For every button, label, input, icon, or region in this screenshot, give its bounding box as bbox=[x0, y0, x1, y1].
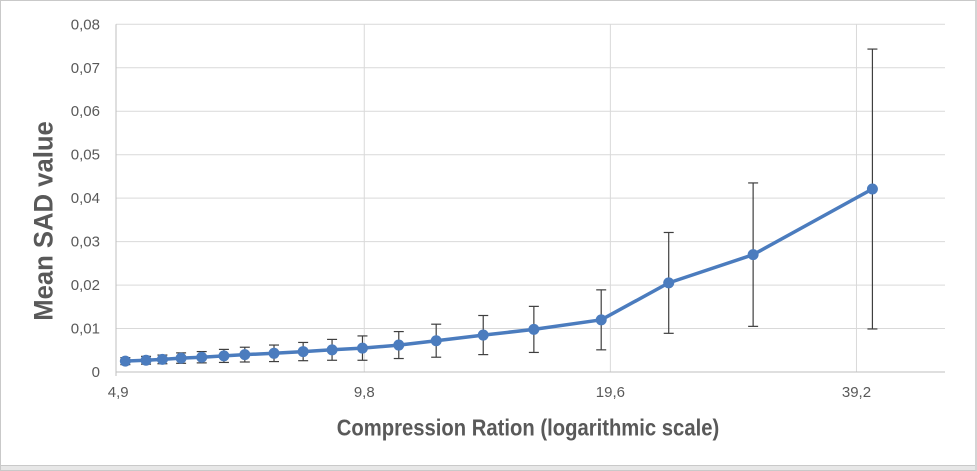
data-point-marker bbox=[663, 277, 675, 289]
data-point-marker bbox=[297, 346, 309, 358]
data-point-marker bbox=[119, 355, 131, 367]
data-point-marker bbox=[218, 350, 230, 362]
data-point-marker bbox=[866, 183, 878, 195]
data-point-marker bbox=[528, 323, 540, 335]
window-edge bbox=[1, 465, 975, 470]
y-axis-tick-label: 0 bbox=[92, 364, 100, 381]
data-point-marker bbox=[747, 249, 759, 261]
y-axis-tick-label: 0,01 bbox=[71, 321, 100, 338]
data-point-marker bbox=[140, 354, 152, 366]
data-point-marker bbox=[268, 347, 280, 359]
data-point-marker bbox=[326, 344, 338, 356]
plot-area: 0 0,01 0,02 0,03 0,04 0,05 0,06 0,07 0,08 4,9 9,8 1… bbox=[71, 16, 945, 401]
y-axis-tick-label: 0,08 bbox=[71, 16, 100, 33]
data-point-marker bbox=[595, 314, 607, 326]
data-point-marker bbox=[356, 342, 368, 354]
y-axis-tick-label: 0,04 bbox=[71, 190, 100, 207]
y-axis-tick-label: 0,03 bbox=[71, 234, 100, 251]
data-point-marker bbox=[477, 329, 489, 341]
data-point-marker bbox=[393, 339, 405, 351]
x-axis-tick-label: 4,9 bbox=[108, 384, 129, 401]
x-axis-tick-label: 39,2 bbox=[842, 384, 871, 401]
data-point-marker bbox=[196, 351, 208, 363]
data-point-marker bbox=[156, 353, 168, 365]
data-point-marker bbox=[175, 352, 187, 364]
y-axis-tick-label: 0,02 bbox=[71, 277, 100, 294]
y-axis-tick-label: 0,05 bbox=[71, 147, 100, 164]
y-axis-tick-label: 0,07 bbox=[71, 60, 100, 77]
y-axis-tick-label: 0,06 bbox=[71, 103, 100, 120]
x-axis-tick-label: 9,8 bbox=[354, 384, 375, 401]
series-line bbox=[123, 187, 875, 363]
x-axis-tick-label: 19,6 bbox=[596, 384, 625, 401]
data-point-marker bbox=[239, 349, 251, 361]
data-point-marker bbox=[430, 335, 442, 347]
